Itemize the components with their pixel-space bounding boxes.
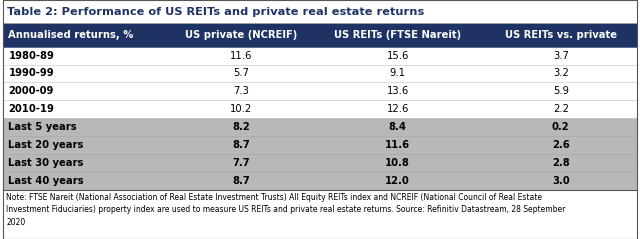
Text: Note: FTSE Nareit (National Association of Real Estate Investment Trusts) All Eq: Note: FTSE Nareit (National Association … xyxy=(6,193,566,227)
Bar xyxy=(171,119,310,136)
Text: US private (NCREIF): US private (NCREIF) xyxy=(185,30,297,40)
Bar xyxy=(484,154,637,172)
Text: 2.8: 2.8 xyxy=(552,158,570,168)
Bar xyxy=(484,65,637,82)
Text: 3.2: 3.2 xyxy=(553,69,569,78)
Bar xyxy=(171,82,310,100)
Text: 10.2: 10.2 xyxy=(230,104,252,114)
Text: 10.8: 10.8 xyxy=(385,158,410,168)
Text: 0.2: 0.2 xyxy=(552,122,570,132)
Text: 2010-19: 2010-19 xyxy=(8,104,54,114)
Text: 11.6: 11.6 xyxy=(385,140,410,150)
Text: 8.7: 8.7 xyxy=(232,176,250,186)
Bar xyxy=(310,119,484,136)
Text: 7.7: 7.7 xyxy=(232,158,250,168)
Text: Table 2: Performance of US REITs and private real estate returns: Table 2: Performance of US REITs and pri… xyxy=(7,7,424,17)
Text: 3.7: 3.7 xyxy=(553,50,569,60)
Bar xyxy=(3,172,171,190)
Text: 5.7: 5.7 xyxy=(233,69,249,78)
Bar xyxy=(3,47,171,65)
Bar xyxy=(484,119,637,136)
Text: 1990-99: 1990-99 xyxy=(8,69,54,78)
Text: Last 5 years: Last 5 years xyxy=(8,122,77,132)
Text: 11.6: 11.6 xyxy=(230,50,252,60)
Bar xyxy=(484,47,637,65)
Bar xyxy=(3,23,171,47)
Bar xyxy=(484,82,637,100)
Text: US REITs (FTSE Nareit): US REITs (FTSE Nareit) xyxy=(334,30,461,40)
Text: 2.6: 2.6 xyxy=(552,140,570,150)
Bar xyxy=(310,100,484,119)
Bar xyxy=(171,47,310,65)
Bar xyxy=(3,190,637,239)
Text: 8.2: 8.2 xyxy=(232,122,250,132)
Bar xyxy=(171,154,310,172)
Bar xyxy=(484,136,637,154)
Text: Last 30 years: Last 30 years xyxy=(8,158,84,168)
Text: 7.3: 7.3 xyxy=(233,87,249,97)
Bar xyxy=(484,23,637,47)
Bar xyxy=(3,119,171,136)
Bar xyxy=(3,82,171,100)
Text: 1980-89: 1980-89 xyxy=(8,50,54,60)
Bar xyxy=(484,100,637,119)
Bar xyxy=(310,65,484,82)
Bar xyxy=(171,172,310,190)
Bar xyxy=(3,154,171,172)
Text: 12.6: 12.6 xyxy=(387,104,409,114)
Bar xyxy=(171,136,310,154)
Bar xyxy=(310,172,484,190)
Text: Annualised returns, %: Annualised returns, % xyxy=(8,30,134,40)
Text: 9.1: 9.1 xyxy=(390,69,406,78)
Text: 2.2: 2.2 xyxy=(553,104,569,114)
Text: Last 40 years: Last 40 years xyxy=(8,176,84,186)
Text: 12.0: 12.0 xyxy=(385,176,410,186)
Text: 3.0: 3.0 xyxy=(552,176,570,186)
Bar xyxy=(171,100,310,119)
Text: Last 20 years: Last 20 years xyxy=(8,140,84,150)
Text: 5.9: 5.9 xyxy=(553,87,569,97)
Text: US REITs vs. private: US REITs vs. private xyxy=(505,30,617,40)
Bar xyxy=(171,23,310,47)
Text: 8.4: 8.4 xyxy=(388,122,406,132)
Bar xyxy=(310,136,484,154)
Text: 13.6: 13.6 xyxy=(387,87,409,97)
Bar xyxy=(3,100,171,119)
Bar xyxy=(171,65,310,82)
Text: 8.7: 8.7 xyxy=(232,140,250,150)
Text: 15.6: 15.6 xyxy=(387,50,409,60)
Bar xyxy=(310,154,484,172)
Text: 2000-09: 2000-09 xyxy=(8,87,54,97)
Bar xyxy=(3,65,171,82)
Bar xyxy=(3,136,171,154)
Bar xyxy=(310,23,484,47)
Bar xyxy=(310,82,484,100)
Bar xyxy=(3,0,637,23)
Bar xyxy=(484,172,637,190)
Bar xyxy=(310,47,484,65)
